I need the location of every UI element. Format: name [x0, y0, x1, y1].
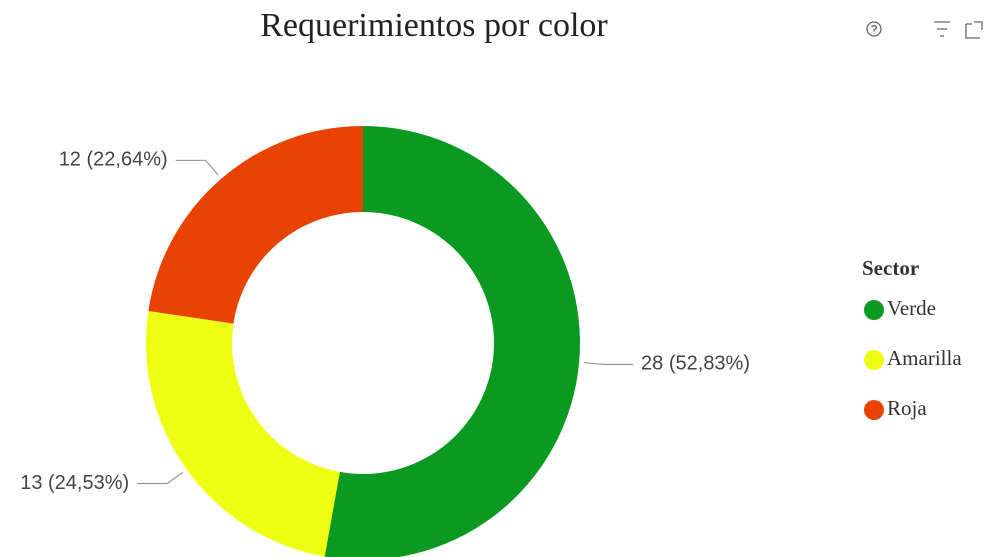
- expand-icon[interactable]: [965, 21, 983, 39]
- donut-slice: [324, 126, 580, 557]
- leader-line: [584, 362, 634, 365]
- help-glyph: [871, 24, 878, 34]
- help-icon[interactable]: [866, 21, 882, 37]
- data-label: 12 (22,64%): [59, 149, 168, 171]
- legend-marker: [864, 350, 884, 370]
- legend-label: Roja: [887, 396, 927, 420]
- chart-title: Requerimientos por color: [260, 7, 608, 44]
- legend-label: Verde: [887, 296, 936, 320]
- legend-marker: [864, 300, 884, 320]
- donut-slice: [145, 310, 340, 557]
- legend-label: Amarilla: [887, 346, 962, 370]
- filter-icon[interactable]: [934, 21, 950, 37]
- donut-slice: [148, 126, 363, 324]
- data-label: 28 (52,83%): [641, 353, 750, 375]
- toolbar[interactable]: [866, 21, 983, 39]
- legend-title: Sector: [862, 256, 919, 280]
- leader-line: [137, 471, 183, 485]
- leader-line: [175, 159, 219, 176]
- data-label: 13 (24,53%): [20, 472, 129, 494]
- legend-marker: [864, 400, 884, 420]
